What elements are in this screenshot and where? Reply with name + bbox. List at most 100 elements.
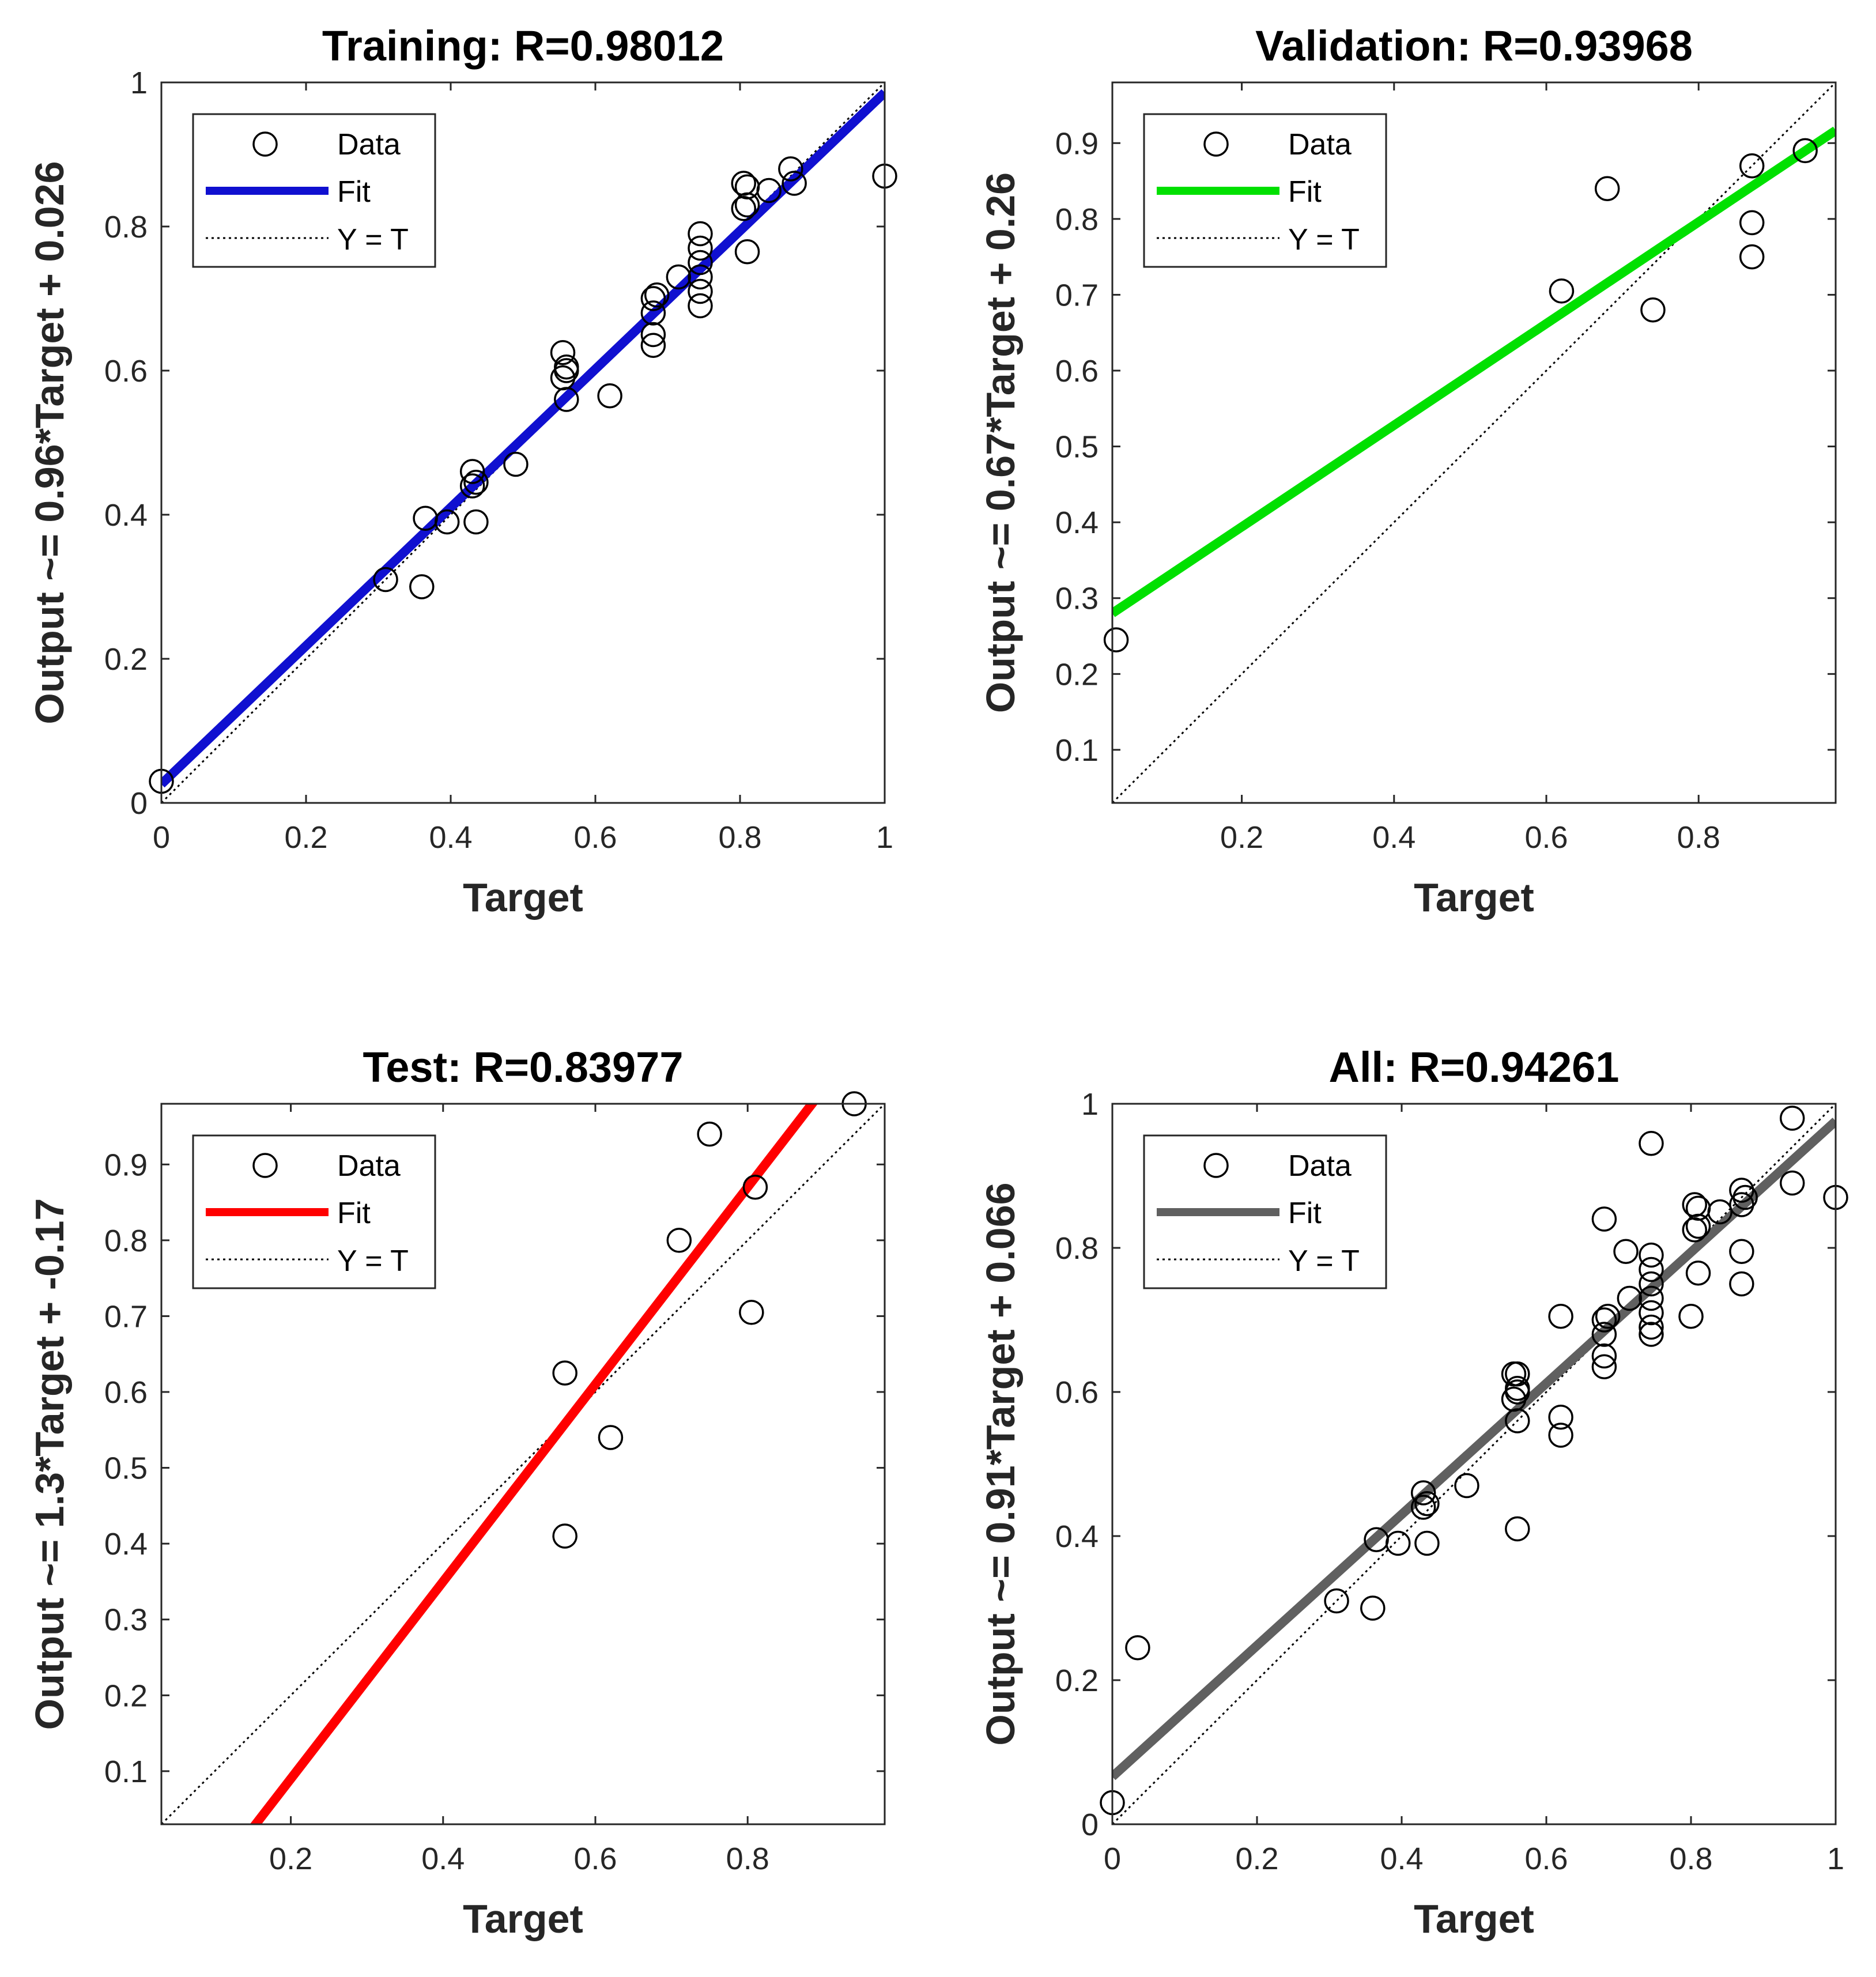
x-tick-label: 0.6 — [1524, 1842, 1568, 1876]
chart-title: All: R=0.94261 — [1329, 1043, 1620, 1091]
x-tick-label: 0 — [1104, 1842, 1121, 1876]
data-point — [1739, 244, 1765, 270]
y-tick-label: 0.4 — [104, 498, 148, 533]
legend-identity-label: Y = T — [337, 1244, 409, 1278]
data-point — [552, 1360, 577, 1386]
y-tick-label: 0.7 — [1055, 278, 1099, 312]
x-tick-label: 0.4 — [1372, 820, 1416, 855]
data-point — [1595, 1304, 1621, 1329]
data-point — [1685, 1213, 1711, 1239]
x-tick-label: 1 — [876, 820, 893, 855]
data-point — [1639, 1131, 1664, 1156]
fit-line — [1112, 1118, 1836, 1780]
data-point — [1639, 1271, 1664, 1297]
y-tick-label: 0.5 — [1055, 430, 1099, 465]
legend-data-label: Data — [1288, 128, 1352, 161]
data-point — [1639, 1322, 1664, 1347]
data-point — [1410, 1495, 1436, 1520]
data-point — [1505, 1408, 1530, 1433]
data-point — [1454, 1473, 1479, 1499]
data-point — [434, 509, 460, 535]
data-point — [778, 156, 803, 182]
plot-content — [1112, 1104, 1836, 1824]
data-point — [640, 322, 666, 348]
y-tick-label: 0.6 — [104, 354, 148, 388]
data-point — [1594, 176, 1620, 201]
data-point — [1639, 1314, 1664, 1340]
data-point — [739, 1300, 764, 1325]
chart-title: Test: R=0.83977 — [363, 1043, 683, 1091]
data-point — [640, 286, 666, 311]
chart-title: Training: R=0.98012 — [322, 22, 724, 70]
y-tick-label: 0.4 — [1055, 1519, 1099, 1554]
data-point — [688, 221, 713, 247]
axes-box — [160, 81, 886, 804]
y-tick-label: 0.4 — [1055, 505, 1099, 540]
data-point — [1324, 1588, 1349, 1614]
y-tick-label: 0.2 — [104, 642, 148, 677]
data-point — [1739, 210, 1765, 236]
x-tick-label: 0.4 — [1380, 1842, 1423, 1876]
data-point — [644, 282, 670, 308]
x-tick-label: 0.6 — [573, 820, 617, 855]
data-point — [1732, 1184, 1758, 1210]
axes-box — [1111, 1103, 1837, 1825]
y-tick-label: 0.2 — [1055, 657, 1099, 692]
y-tick-label: 1 — [1081, 1087, 1099, 1122]
y-tick-label: 0.9 — [1055, 126, 1099, 161]
y-axis-label: Output ~= 0.91*Target + 0.066 — [978, 1182, 1023, 1745]
legend-data-label: Data — [337, 128, 401, 161]
chart-panel-2: 0.2 0.4 0.6 0.8 0.1 0.2 0.3 0.4 0.5 0.6 0.7 0.8 0.9 V… — [978, 22, 1837, 920]
x-axis-label: Target — [463, 875, 583, 920]
legend-fit-label: Fit — [1288, 1197, 1322, 1230]
legend-fit-label: Fit — [337, 1197, 371, 1230]
x-tick-label: 0.4 — [421, 1842, 465, 1876]
fit-line — [1112, 126, 1836, 617]
data-point — [1591, 1343, 1617, 1369]
data-point — [1678, 1304, 1704, 1329]
data-point — [1685, 1261, 1711, 1286]
data-point — [742, 1174, 768, 1200]
data-point — [554, 387, 579, 412]
legend: Data Fit Y = T — [1143, 113, 1387, 268]
data-point — [1739, 153, 1765, 179]
legend: Data Fit Y = T — [192, 113, 436, 268]
data-point — [1639, 1285, 1664, 1311]
data-point — [1792, 138, 1818, 164]
y-axis-label: Output ~= 0.96*Target + 0.026 — [27, 161, 72, 724]
y-tick-label: 0.8 — [1055, 1231, 1099, 1266]
data-point — [1360, 1595, 1386, 1621]
y-tick-label: 0.8 — [104, 210, 148, 244]
y-tick-label: 0 — [1081, 1808, 1099, 1842]
legend-data-marker — [1203, 131, 1229, 157]
y-tick-label: 0.3 — [1055, 582, 1099, 616]
y-tick-label: 0.1 — [104, 1755, 148, 1789]
data-point — [1617, 1285, 1643, 1311]
data-point — [640, 333, 666, 358]
data-point — [688, 264, 713, 290]
data-point — [688, 293, 713, 319]
y-tick-label: 0.5 — [104, 1451, 148, 1486]
data-point — [1548, 1405, 1573, 1430]
data-point — [734, 192, 760, 218]
x-tick-label: 0.2 — [1235, 1842, 1278, 1876]
y-tick-label: 0 — [130, 786, 148, 821]
data-point — [1779, 1170, 1805, 1196]
data-point — [688, 235, 713, 261]
data-point — [1548, 1304, 1573, 1329]
fit-line — [250, 1104, 818, 1824]
data-point — [1639, 1300, 1664, 1326]
data-point — [1410, 1480, 1436, 1506]
data-point — [1414, 1491, 1440, 1516]
data-point — [697, 1121, 722, 1147]
y-tick-label: 1 — [130, 66, 148, 100]
x-tick-label: 1 — [1827, 1842, 1844, 1876]
data-point — [1385, 1530, 1411, 1556]
chart-panel-3: 0.2 0.4 0.6 0.8 0.1 0.2 0.3 0.4 0.5 0.6 0.7 0.8 0.9 T… — [27, 1043, 886, 1941]
legend-identity-label: Y = T — [1288, 223, 1360, 256]
legend-fit-label: Fit — [1288, 175, 1322, 209]
data-point — [1103, 627, 1129, 652]
data-point — [598, 1425, 624, 1450]
data-point — [666, 1228, 692, 1253]
y-tick-label: 0.1 — [1055, 733, 1099, 768]
